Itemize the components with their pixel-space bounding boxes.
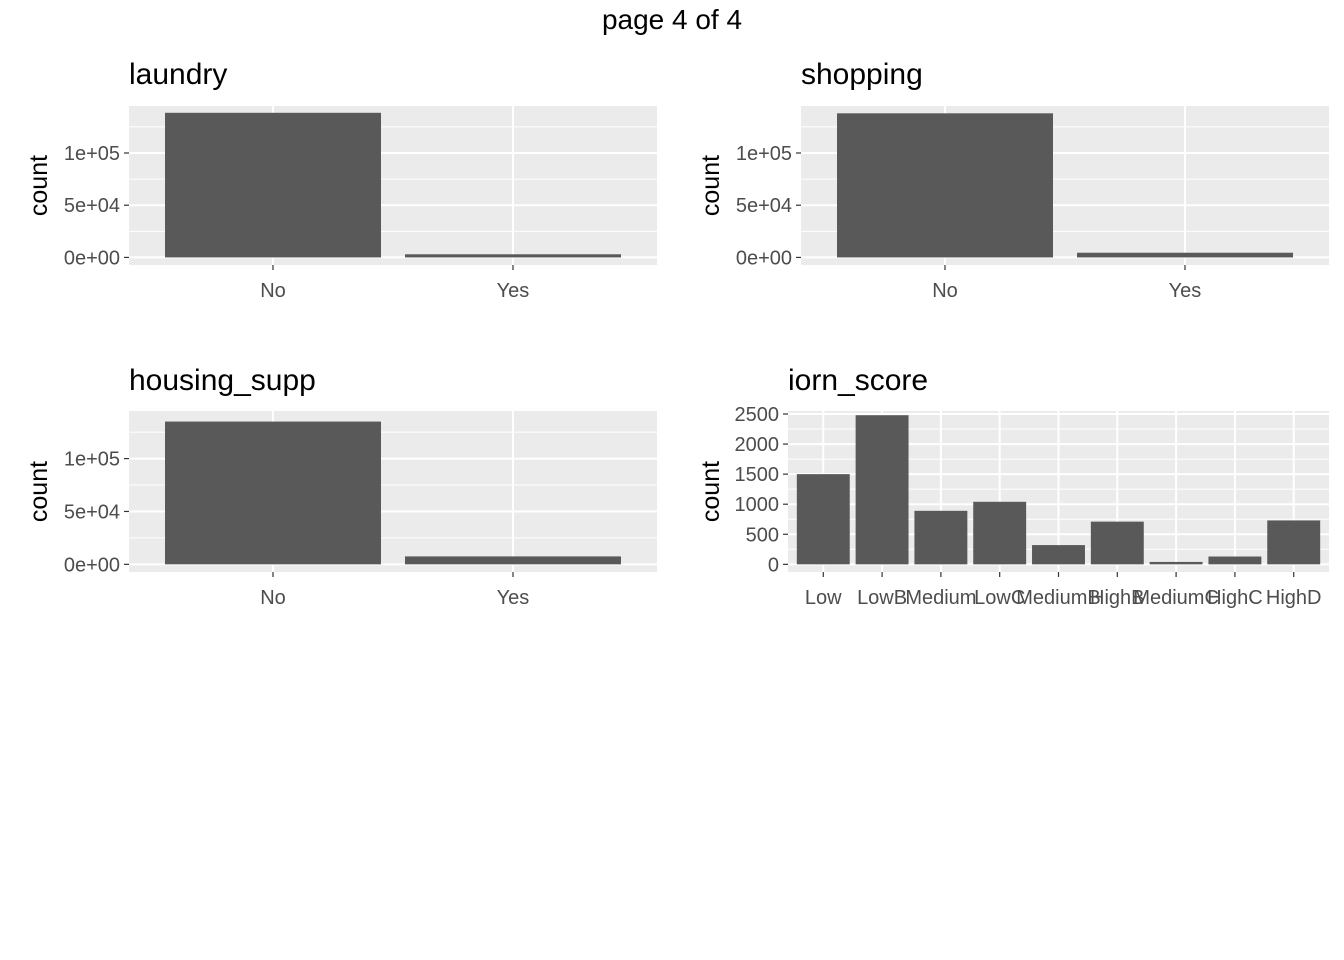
bar-mediumb [1032, 545, 1085, 565]
bar-yes [405, 556, 621, 565]
x-tick-label: Low [805, 587, 842, 609]
chart-title: laundry [129, 58, 227, 91]
x-tick-label: Yes [1169, 280, 1202, 302]
chart-title: iorn_score [788, 364, 928, 397]
page-title: page 4 of 4 [601, 4, 743, 35]
chart-title: housing_supp [129, 364, 316, 397]
y-tick-label: 5e+04 [64, 501, 120, 523]
x-tick-label: LowC [974, 587, 1025, 609]
x-tick-label: No [260, 280, 286, 302]
y-tick-label: 5e+04 [736, 195, 792, 217]
bar-highc [1208, 556, 1262, 565]
y-tick-label: 1e+05 [64, 449, 120, 471]
x-tick-label: Medium [905, 587, 976, 609]
x-tick-label: HighD [1266, 587, 1322, 609]
bar-mediumc [1149, 561, 1203, 565]
bar-no [165, 421, 381, 565]
chart-title: shopping [801, 58, 923, 91]
x-tick-label: MediumB [1016, 587, 1100, 609]
y-axis-label: count [25, 461, 53, 522]
bar-low [796, 474, 850, 565]
y-tick-label: 1500 [735, 464, 780, 486]
bar-yes [1077, 252, 1293, 258]
y-axis-label: count [697, 155, 725, 216]
x-tick-label: HighC [1207, 587, 1263, 609]
bar-lowc [973, 501, 1027, 565]
bar-no [165, 112, 381, 258]
y-tick-label: 0e+00 [64, 554, 120, 576]
x-tick-label: No [260, 587, 286, 609]
bar-highd [1267, 520, 1321, 565]
x-tick-label: Yes [497, 280, 530, 302]
x-tick-label: No [932, 280, 958, 302]
chart-panel-1: 0e+00 5e+04 1e+05 No Yes shopping count [697, 58, 1329, 302]
y-tick-label: 0 [768, 554, 779, 576]
bar-lowb [855, 415, 909, 565]
x-tick-label: Yes [497, 587, 530, 609]
y-tick-label: 1e+05 [736, 143, 792, 165]
chart-panel-0: 0e+00 5e+04 1e+05 No Yes laundry count [25, 58, 657, 302]
x-tick-label: HighB [1090, 587, 1144, 609]
y-tick-label: 1e+05 [64, 143, 120, 165]
bar-no [837, 113, 1053, 258]
x-tick-label: MediumC [1133, 587, 1219, 609]
y-tick-label: 5e+04 [64, 195, 120, 217]
bar-yes [405, 254, 621, 258]
y-tick-label: 2000 [735, 434, 780, 456]
y-tick-label: 1000 [735, 494, 780, 516]
y-axis-label: count [697, 461, 725, 522]
y-tick-label: 0e+00 [736, 247, 792, 269]
y-tick-label: 2500 [735, 404, 780, 426]
y-tick-label: 500 [746, 524, 779, 546]
y-axis-label: count [25, 155, 53, 216]
bar-medium [914, 510, 968, 565]
y-tick-label: 0e+00 [64, 247, 120, 269]
bar-highb [1090, 521, 1144, 565]
x-tick-label: LowB [857, 587, 907, 609]
